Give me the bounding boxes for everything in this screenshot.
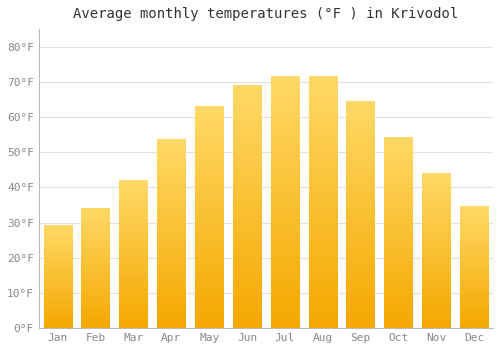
Title: Average monthly temperatures (°F ) in Krivodol: Average monthly temperatures (°F ) in Kr… <box>74 7 458 21</box>
